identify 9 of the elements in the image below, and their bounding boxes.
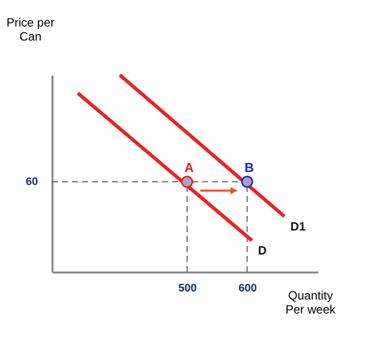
x-tick-label: 500 bbox=[178, 282, 197, 294]
series-label: B bbox=[244, 160, 254, 175]
series-label: D1 bbox=[290, 219, 306, 234]
series-label: D bbox=[258, 243, 267, 258]
x-axis-title: Quantity Per week bbox=[285, 288, 337, 316]
text: 60 bbox=[26, 176, 38, 188]
series-label: A bbox=[184, 160, 194, 175]
y-axis-title: Price per Can bbox=[6, 16, 55, 44]
x-tick-label: 600 bbox=[238, 282, 257, 294]
